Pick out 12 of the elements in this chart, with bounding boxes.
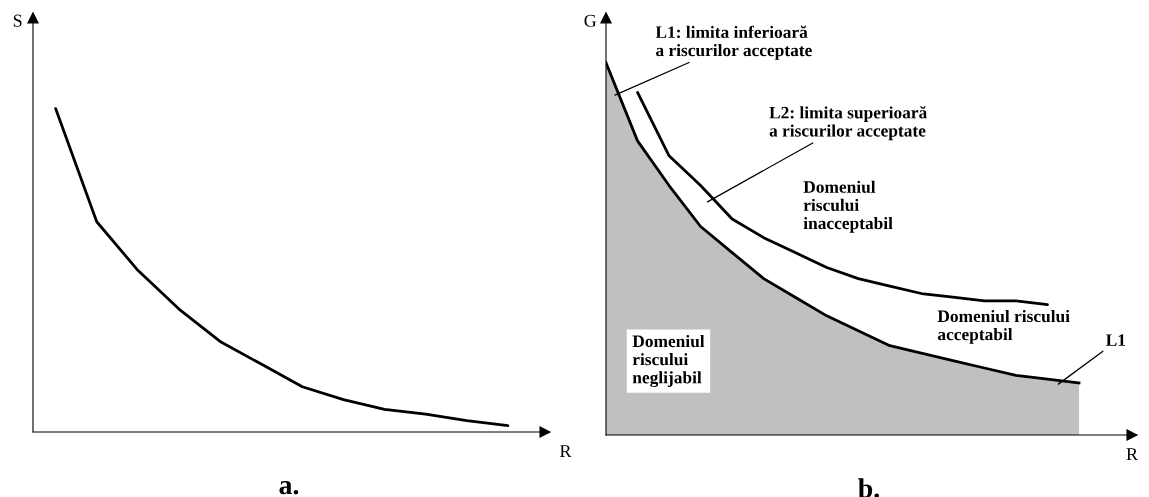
text: b. (858, 478, 879, 497)
x-axis-title: R (559, 445, 572, 457)
text: L1 (1106, 334, 1126, 346)
y-axis-title: S (13, 14, 22, 27)
annotation: L2: limita superioară a riscurilor acceptate (769, 106, 927, 141)
annotation: Domeniul riscului inacceptabil (803, 180, 893, 233)
text: a. (279, 481, 299, 495)
x-axis-title: R (1126, 448, 1138, 461)
y-axis-title: G (584, 14, 597, 27)
annotation: Domeniul riscului neglijabil (632, 334, 705, 388)
text: L1: limita inferioară a riscurilor acceptate (655, 25, 812, 60)
annotation: Domeniul riscului acceptabil (937, 309, 1070, 344)
